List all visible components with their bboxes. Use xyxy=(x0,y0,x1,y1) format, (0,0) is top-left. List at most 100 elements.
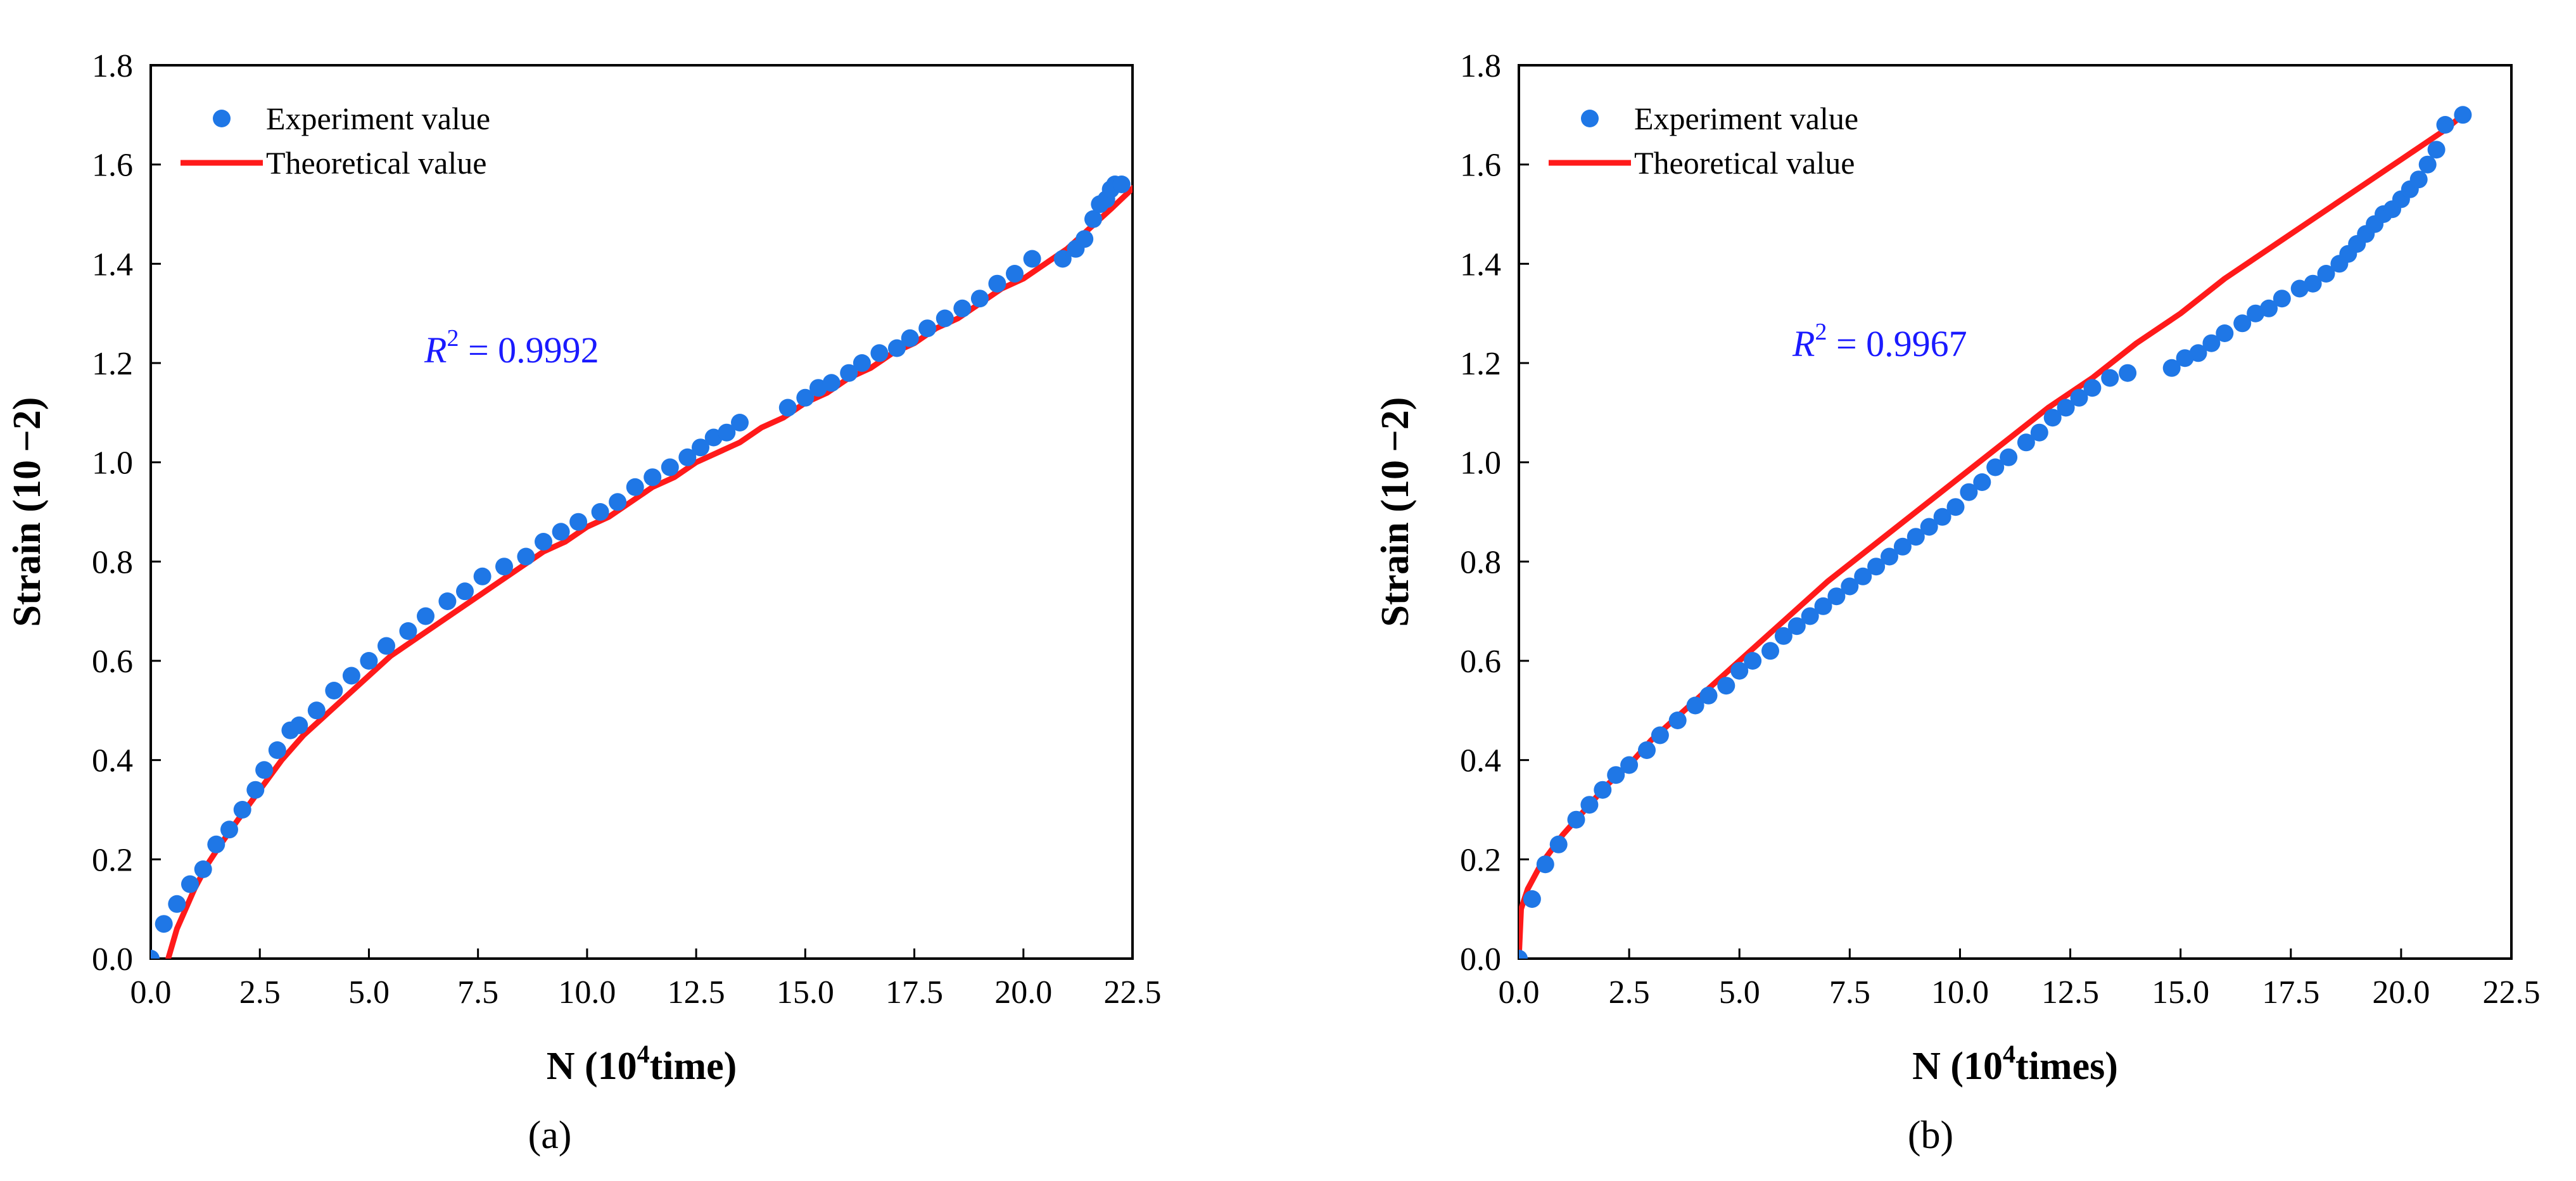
experiment-point xyxy=(2216,324,2234,342)
y-tick-label: 1.4 xyxy=(92,246,133,283)
legend-label-theoretical: Theoretical value xyxy=(1634,145,1855,181)
experiment-point xyxy=(778,399,797,417)
experiment-point xyxy=(644,468,662,487)
x-tick-label: 5.0 xyxy=(348,974,390,1011)
legend-marker-experiment xyxy=(213,110,231,127)
panel-b: 0.0 2.5 5.0 7.5 10.0 12.5 15.0 17.5 20.0 22.5 0.0 0… xyxy=(1374,48,2541,1157)
theoretical-line xyxy=(1519,112,2466,959)
experiment-point xyxy=(1651,726,1669,744)
experiment-point xyxy=(2233,314,2252,333)
experiment-point xyxy=(2260,299,2278,317)
experiment-point xyxy=(901,329,919,347)
experiment-point xyxy=(609,493,627,511)
experiment-point xyxy=(2083,379,2102,397)
experiment-point xyxy=(151,950,160,959)
y-tick-label: 1.2 xyxy=(92,346,133,382)
experiment-point xyxy=(2057,399,2075,417)
experiment-point xyxy=(1920,518,1938,536)
experiment-point xyxy=(2070,388,2088,407)
y-tick-label: 0.8 xyxy=(1460,544,1501,580)
r-squared-annotation: R2 = 0.9992 xyxy=(424,325,599,371)
legend-label-theoretical: Theoretical value xyxy=(266,145,486,181)
r-squared-symbol: R xyxy=(1792,323,1815,364)
experiment-point xyxy=(692,438,709,457)
experiment-point xyxy=(360,652,378,670)
plot-frame xyxy=(1518,64,2513,960)
experiment-point xyxy=(936,309,954,328)
r-squared-value: = 0.9967 xyxy=(1827,323,1967,364)
experiment-point xyxy=(456,582,474,601)
theoretical-line xyxy=(165,184,1133,959)
y-tick-label: 1.6 xyxy=(92,148,133,184)
experiment-point xyxy=(2189,344,2207,362)
experiment-point xyxy=(473,567,492,585)
panel-label: (a) xyxy=(528,1114,572,1157)
experiment-point xyxy=(718,423,736,442)
experiment-point xyxy=(1006,265,1024,283)
experiment-point xyxy=(1023,250,1041,268)
experiment-point xyxy=(1761,642,1779,660)
experiment-point xyxy=(1075,230,1094,248)
experiment-point xyxy=(2043,409,2062,427)
experiment-point xyxy=(233,801,251,819)
y-tick-label: 0.0 xyxy=(92,942,133,978)
y-tick-label: 0.6 xyxy=(1460,644,1501,680)
experiment-point xyxy=(1854,567,1872,585)
experiment-point xyxy=(342,667,360,685)
x-tick-label: 20.0 xyxy=(994,974,1052,1011)
experiment-point xyxy=(290,716,308,734)
x-tick-label: 15.0 xyxy=(2152,974,2209,1011)
y-tick-label: 1.2 xyxy=(1460,346,1501,382)
experiment-point xyxy=(840,364,858,382)
experiment-point xyxy=(268,741,286,759)
experiment-point xyxy=(438,592,457,610)
experiment-point xyxy=(1867,558,1886,576)
experiment-point xyxy=(1580,796,1599,814)
experiment-point xyxy=(822,374,841,392)
x-axis-title-main: N (10 xyxy=(547,1045,637,1088)
experiment-point xyxy=(888,339,906,357)
experiment-point xyxy=(1084,210,1102,228)
x-axis-title-sup: 4 xyxy=(637,1040,650,1068)
experiment-point xyxy=(953,299,972,317)
experiment-point xyxy=(1960,483,1978,501)
x-tick-label: 7.5 xyxy=(1829,974,1870,1011)
legend-marker-experiment xyxy=(1581,110,1599,127)
experiment-point xyxy=(569,513,588,531)
experiment-point xyxy=(2273,290,2291,308)
y-tick-label: 1.0 xyxy=(92,445,133,482)
x-axis-title: N (104times) xyxy=(1912,1040,2118,1088)
x-tick-label: 5.0 xyxy=(1719,974,1760,1011)
experiment-point xyxy=(2017,433,2035,452)
panel-label: (b) xyxy=(1908,1114,1953,1157)
r-squared-sup: 2 xyxy=(447,325,459,352)
plot-area xyxy=(151,176,1133,959)
experiment-point xyxy=(1841,577,1859,596)
y-tick-label: 1.0 xyxy=(1460,445,1501,482)
experiment-point xyxy=(1699,686,1718,705)
experiment-point xyxy=(1933,508,1951,526)
y-tick-label: 1.8 xyxy=(92,48,133,84)
y-tick-label: 0.6 xyxy=(92,644,133,680)
experiment-point xyxy=(661,458,679,476)
experiment-point xyxy=(1744,652,1762,670)
y-tick-label: 0.2 xyxy=(92,842,133,878)
experiment-point xyxy=(2162,359,2181,377)
x-axis-title-tail: time) xyxy=(650,1045,737,1088)
experiment-point xyxy=(2427,141,2446,159)
r-squared-annotation: R2 = 0.9967 xyxy=(1792,319,1967,364)
x-tick-label: 10.0 xyxy=(558,974,616,1011)
legend: Experiment value Theoretical value xyxy=(181,101,490,181)
x-tick-label: 7.5 xyxy=(457,974,498,1011)
experiment-point xyxy=(2317,265,2335,283)
experiment-point xyxy=(2409,170,2428,189)
r-squared-value: = 0.9992 xyxy=(459,329,599,371)
experiment-point xyxy=(207,835,225,853)
experiment-point xyxy=(626,478,644,496)
experiment-point xyxy=(1827,587,1846,606)
x-axis-title-tail: times) xyxy=(2015,1045,2118,1088)
x-tick-label: 17.5 xyxy=(2262,974,2319,1011)
experiment-point xyxy=(853,354,871,372)
experiment-point xyxy=(796,388,815,407)
x-tick-label: 2.5 xyxy=(239,974,281,1011)
